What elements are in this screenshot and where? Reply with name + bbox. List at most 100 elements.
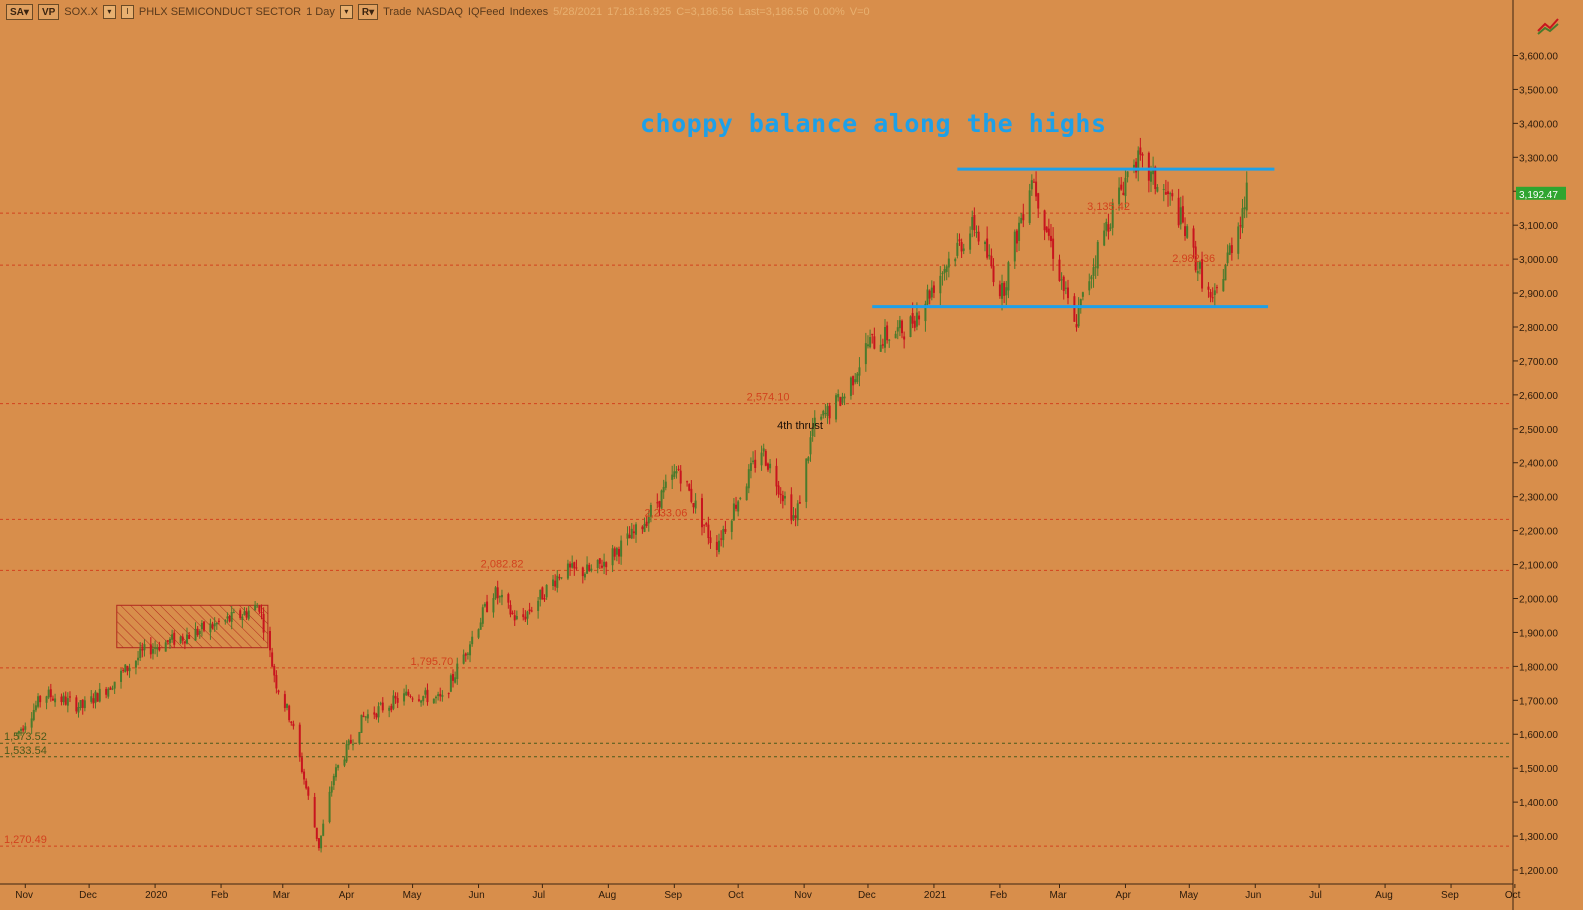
price-tick-label: 1,500.00	[1519, 764, 1558, 775]
level-label: 1,573.52	[4, 731, 47, 743]
quote-date: 5/28/2021	[553, 6, 603, 18]
candle-body	[1088, 281, 1091, 291]
candle-body	[105, 688, 108, 695]
candle-body	[260, 612, 263, 614]
candle-body	[615, 548, 618, 555]
candle-body	[1020, 217, 1023, 224]
candle-body	[837, 393, 840, 398]
candle-body	[364, 716, 367, 718]
i-button[interactable]: I	[120, 5, 134, 19]
candle-body	[1022, 214, 1025, 221]
candle-body	[826, 406, 829, 416]
candle-body	[1198, 262, 1201, 269]
candle-body	[888, 339, 891, 341]
candle-body	[732, 503, 735, 521]
candle-body	[479, 622, 482, 630]
candle-body	[969, 233, 972, 250]
candle-body	[349, 739, 352, 744]
candle-body	[754, 459, 757, 468]
candle-body	[213, 623, 216, 627]
candle-body	[164, 642, 167, 652]
candle-body	[524, 616, 527, 620]
level-label: 2,233.06	[645, 507, 688, 519]
candle-body	[1211, 297, 1214, 299]
candle-body	[407, 691, 410, 696]
level-label: 1,795.70	[410, 656, 453, 668]
candle-body	[292, 723, 295, 727]
candle-body	[552, 579, 555, 586]
candle-body	[77, 707, 80, 713]
candle-body	[447, 693, 450, 695]
chart-trend-icon[interactable]	[1536, 14, 1560, 36]
candle-body	[809, 437, 812, 455]
candle-body	[869, 337, 872, 348]
candle-body	[1137, 150, 1140, 172]
candle-body	[992, 265, 995, 283]
candle-body	[586, 564, 589, 574]
candle-body	[779, 493, 782, 496]
candle-body	[1092, 267, 1095, 276]
trade-label[interactable]: Trade	[383, 6, 412, 18]
candle-body	[143, 644, 146, 651]
time-tick-label: Jul	[1309, 890, 1322, 901]
time-tick-label: 2020	[145, 890, 168, 901]
candle-body	[275, 675, 278, 689]
time-tick-label: Sep	[1441, 890, 1459, 901]
candle-body	[128, 667, 131, 672]
candle-body	[707, 524, 710, 539]
candle-body	[151, 648, 154, 654]
candle-body	[243, 611, 246, 616]
interval-dropdown-icon[interactable]: ▾	[339, 5, 353, 19]
level-label: 1,270.49	[4, 834, 47, 846]
candle-body	[300, 757, 303, 773]
candle-body	[1164, 192, 1167, 195]
candle-body	[239, 610, 242, 618]
candle-body	[379, 703, 382, 705]
candle-body	[656, 502, 659, 504]
candle-body	[1147, 152, 1150, 181]
candle-body	[988, 254, 991, 257]
candle-body	[62, 695, 65, 703]
candle-body	[658, 501, 661, 508]
candle-body	[762, 448, 765, 452]
candle-body	[320, 835, 323, 849]
candle-body	[83, 700, 86, 709]
candle-body	[745, 486, 748, 501]
candle-body	[945, 266, 948, 272]
candle-body	[871, 333, 874, 335]
candle-body	[171, 634, 174, 640]
candle-body	[724, 529, 727, 532]
candle-body	[513, 615, 516, 621]
interval-label[interactable]: 1 Day	[306, 6, 335, 18]
time-tick-label: Sep	[664, 890, 682, 901]
symbol-dropdown-icon[interactable]: ▾	[102, 5, 116, 19]
candle-body	[645, 521, 648, 527]
candle-body	[277, 690, 280, 693]
r-button[interactable]: R ▾	[357, 4, 379, 20]
candle-body	[1075, 324, 1078, 328]
candle-body	[315, 827, 318, 839]
candle-body	[39, 696, 42, 703]
sa-button[interactable]: SA ▾	[6, 4, 33, 20]
candle-body	[1243, 207, 1246, 210]
candle-body	[417, 699, 420, 701]
candle-body	[390, 705, 393, 711]
time-tick-label: Jun	[1245, 890, 1261, 901]
price-tick-label: 3,100.00	[1519, 221, 1558, 232]
candle-body	[1043, 210, 1046, 231]
price-tick-label: 2,500.00	[1519, 425, 1558, 436]
candle-body	[1139, 147, 1142, 155]
symbol-label[interactable]: SOX.X	[64, 6, 98, 18]
candle-body	[68, 696, 71, 698]
candle-body	[730, 520, 733, 532]
candle-body	[403, 693, 406, 702]
candle-body	[700, 498, 703, 528]
candle-body	[620, 540, 623, 557]
candle-body	[528, 609, 531, 612]
candle-body	[554, 580, 557, 587]
candle-body	[962, 248, 965, 251]
vp-button[interactable]: VP	[37, 4, 60, 20]
candle-body	[228, 615, 231, 622]
time-tick-label: Mar	[1049, 890, 1067, 901]
